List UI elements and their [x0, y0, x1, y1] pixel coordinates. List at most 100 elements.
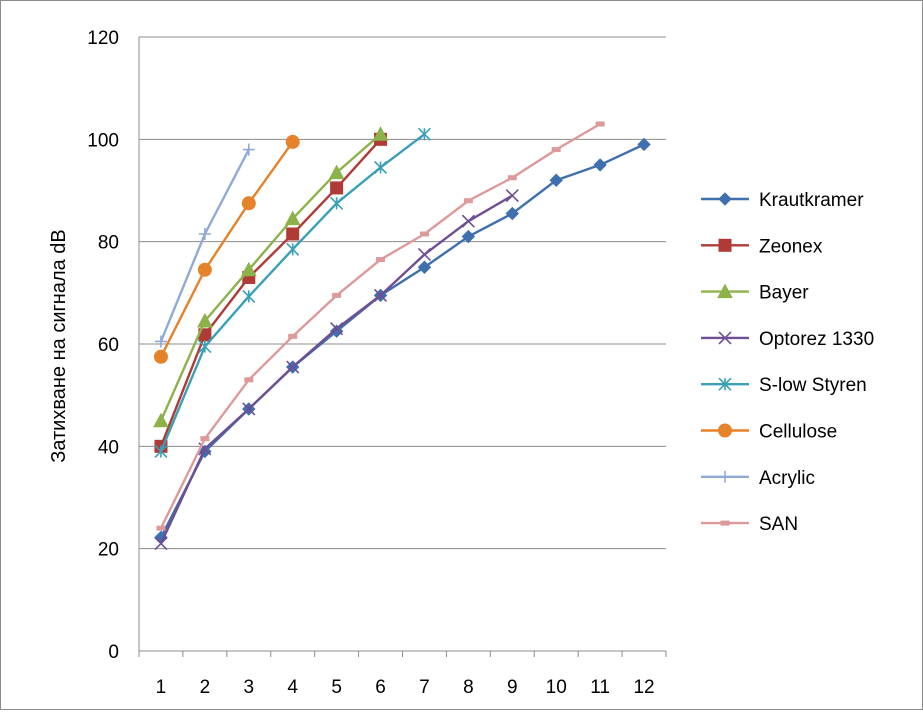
data-point: [372, 126, 389, 141]
data-point: [244, 377, 254, 383]
data-point: [505, 206, 519, 221]
data-point: [240, 261, 257, 277]
series-line: [159, 141, 294, 358]
legend-label: S-low Styren: [759, 375, 867, 396]
legend-entry: Optorez 1330: [701, 329, 874, 350]
x-tick-label: 3: [244, 677, 255, 698]
data-point: [551, 147, 561, 153]
data-point: [241, 196, 256, 211]
y-axis-label: Затихване на сигнала dB: [48, 229, 70, 463]
legend-entry: Bayer: [701, 283, 809, 304]
series-s-low-styren: [154, 127, 432, 459]
data-point: [507, 175, 517, 181]
legend-label: Acrylic: [759, 468, 815, 489]
x-tick-label: 6: [375, 677, 386, 698]
legend-entry: Zeonex: [701, 236, 823, 257]
data-point: [198, 339, 212, 354]
data-point: [419, 231, 429, 237]
data-point: [153, 349, 168, 364]
x-tick-label: 5: [331, 677, 342, 698]
legend-marker: [719, 470, 731, 483]
data-point: [154, 335, 167, 348]
x-tick-label: 1: [156, 677, 167, 698]
data-point: [505, 189, 519, 203]
data-point: [463, 198, 473, 204]
legend-entry: Acrylic: [701, 468, 815, 489]
data-point: [328, 164, 345, 180]
data-point: [242, 289, 256, 303]
data-point: [154, 536, 168, 551]
x-tick-label: 4: [287, 677, 298, 698]
data-point: [242, 143, 255, 156]
series-cellulose: [153, 134, 300, 364]
series-line: [159, 143, 645, 538]
legend-marker: [718, 192, 732, 206]
data-point: [285, 134, 300, 149]
data-point: [286, 360, 300, 374]
data-point: [373, 288, 388, 302]
series-krautkramer: [154, 137, 651, 545]
legend: Krautkramer Zeonex Bayer Optorez 1330 S-low …: [701, 190, 874, 535]
data-point: [593, 158, 607, 172]
legend-marker: [720, 520, 730, 526]
data-point: [197, 312, 213, 328]
y-tick-label: 100: [87, 130, 119, 151]
data-point: [284, 210, 301, 226]
series-line: [159, 122, 601, 529]
x-tick-label: 10: [546, 677, 567, 698]
legend-label: Krautkramer: [759, 190, 864, 211]
data-point: [154, 444, 168, 459]
data-point: [376, 257, 386, 263]
series-layer: [153, 121, 651, 551]
legend-label: Zeonex: [759, 236, 823, 257]
y-tick-label: 40: [98, 437, 119, 458]
data-point: [417, 260, 432, 274]
y-tick-label: 60: [98, 335, 119, 356]
legend-entry: Krautkramer: [701, 190, 864, 211]
legend-marker: [718, 238, 732, 252]
data-point: [286, 242, 300, 256]
series-line: [159, 133, 382, 422]
series-line: [159, 138, 382, 447]
legend-marker: [718, 377, 732, 391]
data-point: [198, 227, 211, 240]
x-tick-label: 11: [590, 677, 610, 698]
legend-entry: S-low Styren: [701, 375, 867, 396]
data-point: [286, 227, 300, 241]
y-tick-label: 120: [87, 28, 119, 49]
data-point: [330, 196, 344, 210]
legend-marker: [718, 331, 732, 345]
data-point: [417, 247, 432, 262]
data-point: [330, 181, 344, 195]
gridlines: [139, 36, 666, 550]
x-tick-label: 2: [200, 677, 211, 698]
x-tick-label: 8: [463, 677, 474, 698]
legend-label: Optorez 1330: [759, 329, 874, 350]
data-point: [288, 333, 298, 339]
data-point: [200, 436, 210, 442]
data-point: [329, 324, 344, 338]
data-point: [153, 412, 169, 428]
series-line: [159, 194, 513, 545]
data-point: [332, 292, 342, 298]
data-point: [595, 121, 605, 127]
legend-marker: [717, 283, 733, 299]
data-point: [330, 322, 344, 336]
legend-label: SAN: [759, 514, 798, 535]
legend-entry: SAN: [701, 514, 798, 535]
legend-entry: Cellulose: [701, 422, 837, 443]
series-zeonex: [154, 132, 388, 453]
data-point: [242, 402, 256, 416]
data-point: [373, 160, 388, 175]
x-tick-label: 7: [419, 677, 430, 698]
y-tick-label: 20: [98, 540, 119, 561]
x-tick-label: 12: [633, 677, 654, 698]
legend-label: Cellulose: [759, 422, 837, 443]
data-point: [417, 127, 432, 141]
data-point: [461, 214, 475, 228]
data-point: [197, 262, 212, 277]
series-acrylic: [154, 143, 255, 348]
